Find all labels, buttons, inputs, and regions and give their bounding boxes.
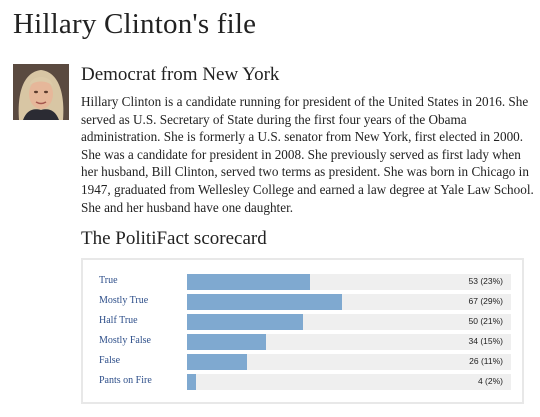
scorecard-chart: True 53 (23%) Mostly True 67 (29%) Half True… <box>81 258 524 404</box>
scorecard-title: The PolitiFact scorecard <box>81 228 267 249</box>
scorecard-row: Mostly True 67 (29%) <box>83 294 522 310</box>
scorecard-row: False 26 (11%) <box>83 354 522 370</box>
scorecard-row: Half True 50 (21%) <box>83 314 522 330</box>
scorecard-count: 26 (11%) <box>469 356 503 366</box>
scorecard-row-label[interactable]: Pants on Fire <box>99 375 152 386</box>
bio-text: Hillary Clinton is a candidate running f… <box>81 94 534 215</box>
scorecard-bar <box>187 374 196 390</box>
portrait-image <box>13 64 69 120</box>
party-state-heading: Democrat from New York <box>81 64 280 85</box>
scorecard-row-label[interactable]: True <box>99 275 118 286</box>
scorecard-bar-track: 53 (23%) <box>187 274 511 290</box>
scorecard-row-label[interactable]: False <box>99 355 121 366</box>
scorecard-bar-track: 4 (2%) <box>187 374 511 390</box>
scorecard-count: 4 (2%) <box>477 376 503 386</box>
avatar <box>13 64 69 120</box>
scorecard-count: 53 (23%) <box>468 276 504 286</box>
scorecard-bar-track: 50 (21%) <box>187 314 511 330</box>
scorecard-row: True 53 (23%) <box>83 274 522 290</box>
scorecard-bar <box>187 294 342 310</box>
scorecard-bar-track: 26 (11%) <box>187 354 511 370</box>
scorecard-row-label[interactable]: Mostly False <box>99 335 151 346</box>
scorecard-bar-track: 67 (29%) <box>187 294 511 310</box>
scorecard-bar-track: 34 (15%) <box>187 334 511 350</box>
scorecard-bar <box>187 334 266 350</box>
scorecard-count: 50 (21%) <box>468 316 504 326</box>
scorecard-bar <box>187 314 303 330</box>
scorecard-row: Mostly False 34 (15%) <box>83 334 522 350</box>
scorecard-row-label[interactable]: Half True <box>99 315 138 326</box>
page-title: Hillary Clinton's file <box>13 8 257 40</box>
scorecard-count: 67 (29%) <box>468 296 504 306</box>
scorecard-row-label[interactable]: Mostly True <box>99 295 149 306</box>
scorecard-row: Pants on Fire 4 (2%) <box>83 374 522 390</box>
scorecard-count: 34 (15%) <box>468 336 504 346</box>
scorecard-bar <box>187 354 247 370</box>
scorecard-bar <box>187 274 310 290</box>
